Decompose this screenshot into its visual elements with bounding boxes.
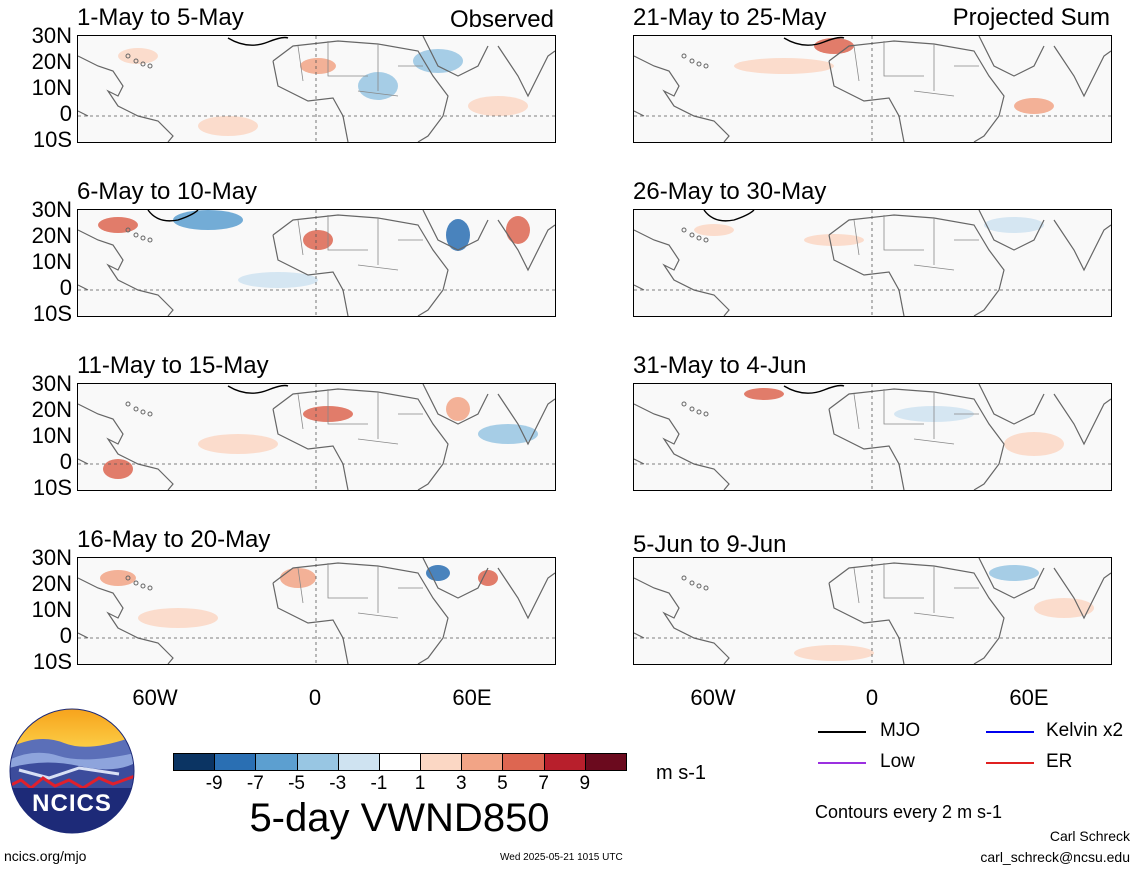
map-panel [633, 557, 1112, 665]
y-tick-label: 30N [31, 371, 72, 396]
panel-title: 6-May to 10-May [77, 178, 258, 205]
colorbar-swatch [543, 753, 586, 771]
footer-url[interactable]: ncics.org/mjo [4, 848, 87, 864]
colorbar-tick: -5 [288, 773, 305, 794]
map-panel [633, 209, 1112, 317]
y-tick-label: 20N [31, 397, 72, 422]
contour-note: Contours every 2 m s-1 [815, 802, 1003, 822]
footer-email[interactable]: carl_schreck@ncsu.edu [980, 849, 1130, 865]
panel-label-projected: Projected Sum [952, 4, 1110, 31]
main-title: 5-day VWND850 [249, 796, 550, 840]
panel-label-observed: Observed [449, 6, 554, 33]
colorbar-swatch [420, 753, 463, 771]
colorbar-tick: 9 [579, 773, 591, 794]
y-tick-label: 10N [31, 249, 72, 274]
colorbar-swatch [173, 753, 216, 771]
colorbar-swatch [461, 753, 504, 771]
y-tick-label: 0 [59, 101, 72, 126]
legend-line-mjo [818, 731, 866, 733]
panel-title: 1-May to 5-May [77, 4, 244, 31]
legend-label-mjo: MJO [880, 720, 921, 741]
panel-title: 16-May to 20-May [77, 526, 271, 553]
legend-line-low [818, 762, 866, 764]
y-tick-label: 20N [31, 571, 72, 596]
colorbar-tick: 5 [497, 773, 508, 794]
y-tick-label: 10S [32, 301, 72, 326]
y-tick-label: 10S [32, 127, 72, 152]
y-tick-label: 30N [31, 197, 72, 222]
colorbar-tick: 7 [538, 773, 549, 794]
panel-title: 21-May to 25-May [633, 4, 827, 31]
map-panel [633, 35, 1112, 143]
x-tick-label: 60E [1009, 685, 1049, 710]
y-tick-label: 10N [31, 597, 72, 622]
panel-title: 5-Jun to 9-Jun [633, 531, 787, 558]
y-tick-label: 20N [31, 223, 72, 248]
y-tick-label: 10S [32, 475, 72, 500]
colorbar-swatch [378, 753, 422, 771]
y-tick-label: 0 [59, 449, 72, 474]
y-tick-label: 30N [31, 545, 72, 570]
y-tick-label: 0 [59, 275, 72, 300]
map-panel [633, 383, 1112, 491]
y-tick-label: 20N [31, 49, 72, 74]
map-panel [77, 209, 556, 317]
footer-author: Carl Schreck [1049, 828, 1130, 844]
colorbar-swatch [255, 753, 298, 771]
x-tick-label: 0 [865, 685, 879, 710]
y-tick-label: 0 [59, 623, 72, 648]
colorbar-tick: -9 [205, 773, 223, 794]
colorbar-swatch [214, 753, 257, 771]
map-panel [77, 383, 556, 491]
x-tick-label: 60W [132, 685, 178, 710]
colorbar-tick: 1 [414, 773, 426, 794]
panel-title: 11-May to 15-May [77, 352, 269, 379]
colorbar-swatch [502, 753, 545, 771]
legend-line-kelvin [986, 731, 1034, 733]
legend-label-er: ER [1046, 751, 1073, 772]
legend-line-er [986, 762, 1034, 764]
colorbar [173, 753, 627, 771]
y-tick-label: 10S [32, 649, 72, 674]
map-panel [77, 35, 556, 143]
colorbar-tick: -1 [370, 773, 388, 794]
y-tick-label: 10N [31, 423, 72, 448]
map-panel [77, 557, 556, 665]
colorbar-swatch [296, 753, 339, 771]
footer-timestamp: Wed 2025-05-21 1015 UTC [500, 852, 623, 863]
logo-text: NCICS [32, 790, 112, 817]
colorbar-tick: 3 [455, 773, 467, 794]
colorbar-units: m s-1 [656, 762, 706, 784]
y-tick-label: 30N [31, 23, 72, 48]
ncics-logo[interactable]: NCICS [9, 708, 135, 834]
x-tick-label: 60W [690, 685, 736, 710]
colorbar-swatch [584, 753, 627, 771]
legend-label-low: Low [880, 751, 915, 772]
x-tick-label: 0 [308, 685, 322, 710]
colorbar-tick: -3 [329, 773, 347, 794]
panel-title: 26-May to 30-May [633, 178, 827, 205]
legend-label-kelvin: Kelvin x2 [1046, 720, 1124, 741]
panel-title: 31-May to 4-Jun [633, 352, 807, 379]
colorbar-swatch [337, 753, 380, 771]
y-tick-label: 10N [31, 75, 72, 100]
x-tick-label: 60E [452, 685, 492, 710]
colorbar-tick: -7 [246, 773, 264, 794]
